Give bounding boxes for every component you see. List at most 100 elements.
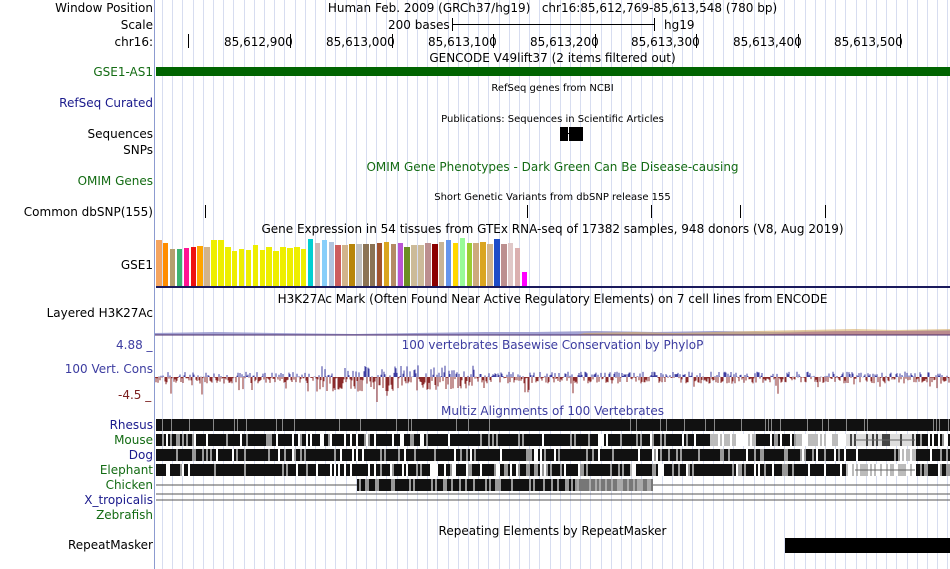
gtex-tissue-bar[interactable] xyxy=(383,242,390,286)
gtex-tissue-bar[interactable] xyxy=(300,249,307,286)
gtex-tissue-bar[interactable] xyxy=(404,247,410,286)
snp-feature[interactable] xyxy=(527,205,528,218)
gtex-tissue-bar[interactable] xyxy=(342,245,348,286)
gtex-tissue-bar[interactable] xyxy=(349,244,355,286)
gtex-tissue-bar[interactable] xyxy=(211,240,217,286)
gtex-tissue-bar[interactable] xyxy=(287,248,293,286)
multiz-species-label[interactable]: Mouse xyxy=(114,433,153,447)
gencode-gene-label[interactable]: GSE1-AS1 xyxy=(93,65,153,79)
gtex-tissue-bar[interactable] xyxy=(418,245,424,286)
gtex-tissue-bar[interactable] xyxy=(225,247,231,286)
snps-track-label[interactable]: SNPs xyxy=(123,143,153,157)
gtex-tissue-bar[interactable] xyxy=(231,251,238,286)
refseq-track-label[interactable]: RefSeq Curated xyxy=(59,96,153,110)
gridline xyxy=(601,0,602,569)
multiz-species-label[interactable]: X_tropicalis xyxy=(84,493,153,507)
gridline xyxy=(784,0,785,569)
ruler-tick-label: 85,613,300 xyxy=(631,35,700,49)
gtex-tissue-bar[interactable] xyxy=(238,249,245,286)
gtex-tissue-bar[interactable] xyxy=(514,248,521,286)
multiz-species-label[interactable]: Rhesus xyxy=(109,418,153,432)
gridline xyxy=(437,0,438,569)
gtex-tissue-bar[interactable] xyxy=(466,243,472,286)
gtex-tissue-bar[interactable] xyxy=(411,245,417,286)
gtex-tissue-bar[interactable] xyxy=(204,247,210,286)
ruler-tick-label: 85,613,500 xyxy=(834,35,903,49)
gtex-track-label[interactable]: GSE1 xyxy=(120,258,153,272)
dbsnp-track-label[interactable]: Common dbSNP(155) xyxy=(23,205,153,219)
ruler-tick-label: 85,612,900 xyxy=(224,35,293,49)
gtex-tissue-bar[interactable] xyxy=(356,244,362,286)
gtex-tissue-bar[interactable] xyxy=(473,243,479,286)
gtex-tissue-bar[interactable] xyxy=(218,240,224,286)
gtex-tissue-bar[interactable] xyxy=(156,240,162,286)
gtex-baseline xyxy=(156,286,950,288)
gtex-tissue-bar[interactable] xyxy=(369,244,376,286)
repeatmasker-feature[interactable] xyxy=(785,538,950,553)
gtex-tissue-bar[interactable] xyxy=(487,244,493,286)
gtex-tissue-bar[interactable] xyxy=(438,242,445,286)
gtex-tissue-bar[interactable] xyxy=(252,245,259,286)
cons-track-label[interactable]: 100 Vert. Cons xyxy=(64,362,153,376)
ruler-tick-label: 85,613,200 xyxy=(530,35,599,49)
publication-feature-connector xyxy=(566,133,570,134)
gtex-tissue-bar[interactable] xyxy=(390,244,397,286)
gencode-gene-feature[interactable] xyxy=(156,67,950,76)
gtex-tissue-bar[interactable] xyxy=(432,244,438,286)
multiz-species-label[interactable]: Zebrafish xyxy=(96,508,153,522)
publication-feature[interactable] xyxy=(569,127,583,141)
gridline xyxy=(713,0,714,569)
gtex-tissue-bar[interactable] xyxy=(445,240,452,286)
gridline xyxy=(560,0,561,569)
gtex-tissue-bar[interactable] xyxy=(507,243,514,286)
publications-track-label[interactable]: Sequences xyxy=(87,127,153,141)
gtex-tissue-bar[interactable] xyxy=(273,251,279,286)
multiz-species-label[interactable]: Elephant xyxy=(99,463,153,477)
gtex-tissue-bar[interactable] xyxy=(245,250,252,286)
gtex-tissue-bar[interactable] xyxy=(494,239,500,286)
gridline xyxy=(733,0,734,569)
gtex-tissue-bar[interactable] xyxy=(521,272,528,286)
gtex-tissue-bar[interactable] xyxy=(328,242,334,286)
multiz-alignments[interactable] xyxy=(155,418,950,518)
gtex-tissue-bar[interactable] xyxy=(307,239,314,286)
gtex-tissue-bar[interactable] xyxy=(397,243,403,286)
gtex-tissue-bar[interactable] xyxy=(162,243,169,286)
gtex-tissue-bar[interactable] xyxy=(480,242,486,286)
snp-feature[interactable] xyxy=(825,205,826,218)
scale-bar-right-cap xyxy=(654,18,655,31)
gtex-tissue-bar[interactable] xyxy=(294,247,300,286)
h3k27ac-track-label[interactable]: Layered H3K27Ac xyxy=(46,306,153,320)
gtex-tissue-bar[interactable] xyxy=(376,243,383,286)
gtex-tissue-bar[interactable] xyxy=(425,243,431,286)
gtex-tissue-bar[interactable] xyxy=(501,244,507,286)
gridline xyxy=(652,0,653,569)
gridline xyxy=(611,0,612,569)
gtex-tissue-bar[interactable] xyxy=(452,243,459,286)
gtex-tissue-bar[interactable] xyxy=(169,249,176,286)
snp-feature[interactable] xyxy=(740,205,741,218)
multiz-species-label[interactable]: Dog xyxy=(128,448,153,462)
gtex-tissue-bar[interactable] xyxy=(197,246,203,286)
gtex-tissue-bar[interactable] xyxy=(335,245,341,286)
cons-signal[interactable] xyxy=(155,352,950,402)
gtex-tissue-bar[interactable] xyxy=(176,249,183,286)
h3k27ac-signal[interactable] xyxy=(155,322,950,336)
gtex-tissue-bar[interactable] xyxy=(363,244,369,286)
gtex-tissue-bar[interactable] xyxy=(259,250,265,286)
multiz-species-label[interactable]: Chicken xyxy=(105,478,153,492)
omim-track-label[interactable]: OMIM Genes xyxy=(77,174,153,188)
gtex-expression-chart[interactable] xyxy=(156,238,536,286)
gtex-tissue-bar[interactable] xyxy=(183,248,190,286)
publication-feature[interactable] xyxy=(560,127,568,141)
gtex-tissue-bar[interactable] xyxy=(314,243,321,286)
gtex-tissue-bar[interactable] xyxy=(321,240,328,286)
snp-feature[interactable] xyxy=(651,205,652,218)
gtex-tissue-bar[interactable] xyxy=(459,238,466,286)
gtex-tissue-bar[interactable] xyxy=(266,247,272,286)
snp-feature[interactable] xyxy=(205,205,206,218)
gtex-tissue-bar[interactable] xyxy=(190,247,196,286)
repeatmasker-track-label[interactable]: RepeatMasker xyxy=(67,538,153,552)
gtex-tissue-bar[interactable] xyxy=(280,247,286,286)
label-panel-divider xyxy=(154,0,155,569)
